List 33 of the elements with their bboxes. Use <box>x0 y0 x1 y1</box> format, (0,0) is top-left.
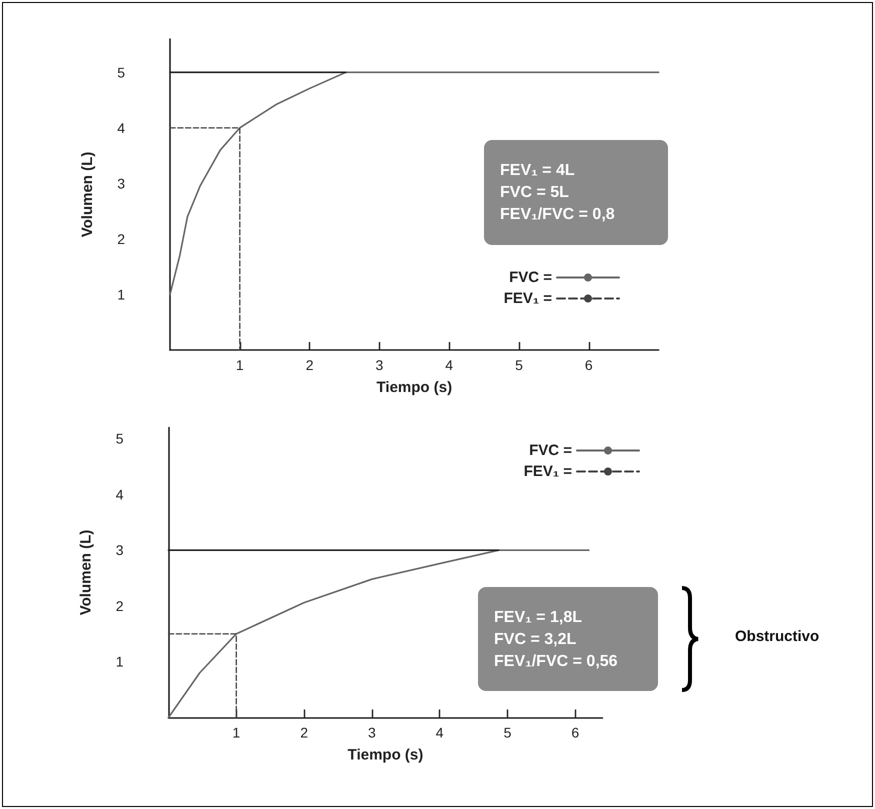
x-tick-label: 6 <box>584 357 593 373</box>
x-tick-label: 5 <box>504 724 512 740</box>
text: Obstructivo <box>735 628 820 645</box>
legend-label: FEV₁ = <box>504 290 552 307</box>
x-tick-label: 2 <box>300 724 308 740</box>
x-axis-title: Tiempo (s) <box>376 379 452 396</box>
x-axis-title: Tiempo (s) <box>348 746 424 764</box>
y-tick-label: 4 <box>116 486 124 502</box>
x-tick-label: 2 <box>306 357 314 373</box>
x-tick-label: 3 <box>376 357 384 373</box>
y-tick-label: 5 <box>117 64 126 80</box>
y-tick-label: 5 <box>116 430 124 447</box>
x-tick-label: 6 <box>571 724 580 740</box>
y-tick-label: 1 <box>116 654 124 670</box>
x-tick-label: 5 <box>515 357 524 373</box>
x-tick-label: 4 <box>445 357 454 373</box>
y-tick-label: 2 <box>116 598 124 614</box>
x-tick-label: 1 <box>232 724 240 740</box>
x-tick-label: 4 <box>436 724 444 740</box>
y-tick-label: 4 <box>117 120 126 136</box>
legend-label: FVC = <box>509 269 552 286</box>
y-axis-title: Volumen (L) <box>79 152 96 238</box>
text-box: FEV₁ = 4L FVC = 5L FEV₁/FVC = 0,8 <box>484 140 668 245</box>
legend-label: FEV₁ = <box>524 463 572 480</box>
x-tick-label: 3 <box>368 724 376 740</box>
y-tick-label: 2 <box>117 230 126 247</box>
y-tick-label: 3 <box>116 542 124 558</box>
y-tick-label: 1 <box>117 286 126 302</box>
y-tick-label: 3 <box>117 175 126 192</box>
legend-label: FVC = <box>529 442 572 459</box>
text-box: FEV₁ = 1,8L FVC = 3,2L FEV₁/FVC = 0,56 <box>478 587 658 691</box>
y-axis-title: Volumen (L) <box>78 530 94 616</box>
x-tick-label: 1 <box>236 357 244 373</box>
